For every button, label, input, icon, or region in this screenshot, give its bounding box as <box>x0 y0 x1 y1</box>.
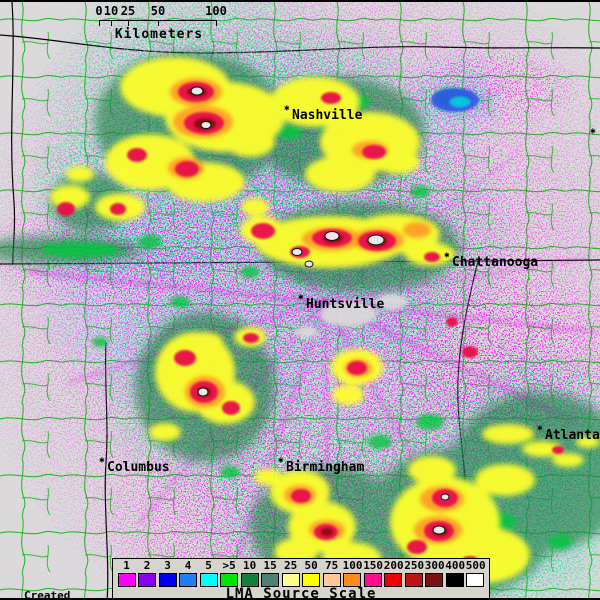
legend-item: 250 <box>404 559 425 587</box>
city-label: Chattanooga <box>452 255 539 270</box>
scale-unit-label: Kilometers <box>114 27 204 42</box>
legend-value: 10 <box>242 559 257 572</box>
legend-item: 100 <box>342 559 363 587</box>
legend-item: 75 <box>322 560 341 587</box>
legend-item: 200 <box>383 559 404 587</box>
legend-value: 4 <box>184 559 192 572</box>
legend-item: 25 <box>281 560 300 587</box>
legend-swatch <box>261 573 280 587</box>
legend-value: 25 <box>284 559 298 572</box>
legend-value: 50 <box>304 559 318 572</box>
legend-swatch <box>302 573 321 587</box>
legend-value: 200 <box>383 559 404 572</box>
legend-value: 75 <box>325 559 339 572</box>
scale-tick-label: 25 <box>120 4 136 18</box>
legend-value: 100 <box>342 559 363 572</box>
legend-swatch <box>117 573 136 587</box>
city-marker-icon: ✱ <box>284 103 290 114</box>
legend-swatch <box>466 573 485 587</box>
legend-item: 3 <box>158 560 177 587</box>
legend-swatch <box>322 573 341 587</box>
legend-item: 50 <box>302 560 321 587</box>
scale-tick-label: 10 <box>103 4 119 18</box>
legend-item: 2 <box>138 560 157 587</box>
legend-value: >5 <box>222 559 236 572</box>
legend-value: 5 <box>205 559 212 572</box>
legend-value: 250 <box>404 559 425 572</box>
legend-swatch <box>384 573 403 587</box>
scale-tick-label: 50 <box>150 4 166 18</box>
legend-item: 10 <box>240 560 259 587</box>
legend-value: 2 <box>143 559 151 572</box>
scale-tick-label: 0 <box>95 4 103 18</box>
created-label: Created <box>24 589 71 600</box>
city-label: Huntsville <box>306 297 385 312</box>
legend-value: 15 <box>263 559 277 572</box>
legend-item: 15 <box>261 560 280 587</box>
legend-swatch <box>138 573 157 587</box>
city-label: Columbus <box>107 460 170 475</box>
legend-swatch <box>425 573 444 587</box>
scale-tick <box>216 20 217 26</box>
legend-value: 150 <box>363 559 384 572</box>
legend-item: 5 <box>199 560 218 587</box>
city-label: Atlanta <box>545 428 600 443</box>
legend-swatch <box>240 573 259 587</box>
lma-source-scale-legend: 1 2 3 4 5 >5 10 15 25 50 75 100 150 200 250 300 400 500 L… <box>112 558 490 600</box>
legend-item: 500 <box>465 559 486 587</box>
legend-item: 4 <box>179 560 198 587</box>
scale-tick <box>111 20 112 26</box>
scale-tick <box>158 20 159 26</box>
legend-item: 400 <box>445 559 466 587</box>
scale-tick <box>128 20 129 26</box>
city-marker-icon: ✱ <box>298 292 304 303</box>
legend-value: 500 <box>465 559 486 572</box>
scale-tick-label: 100 <box>205 4 227 18</box>
created-timestamp: Created 12/14/2012 8:07:30 <box>24 563 150 600</box>
distance-scale-bar: 0 10 25 50 100 Kilometers <box>95 4 226 42</box>
legend-item: 1 <box>117 560 136 587</box>
scale-tick <box>99 20 100 26</box>
city-marker-icon: ✱ <box>537 423 543 434</box>
legend-swatch <box>404 573 423 587</box>
city-marker-icon: ✱ <box>278 455 284 466</box>
legend-title: LMA Source Scale <box>225 586 377 600</box>
legend-swatch <box>179 573 198 587</box>
legend-swatch <box>343 573 362 587</box>
legend-swatch <box>220 573 239 587</box>
legend-value: 300 <box>424 559 445 572</box>
legend-value: 1 <box>123 559 130 572</box>
legend-value: 3 <box>164 559 171 572</box>
legend-swatch <box>281 573 300 587</box>
city-marker-icon: ✱ <box>444 250 450 261</box>
city-label: Birmingham <box>286 460 365 475</box>
scale-bar-line <box>99 20 217 21</box>
legend-item: 150 <box>363 559 384 587</box>
legend-swatch <box>199 573 218 587</box>
legend-grid: 1 2 3 4 5 >5 10 15 25 50 75 100 150 200 250 300 400 500 <box>113 559 489 587</box>
legend-value: 400 <box>445 559 466 572</box>
legend-item: >5 <box>220 560 239 587</box>
city-marker-icon: ✱ <box>99 455 105 466</box>
city-label: Nashville <box>292 108 363 123</box>
legend-swatch <box>363 573 382 587</box>
legend-swatch <box>445 573 464 587</box>
legend-item: 300 <box>424 559 445 587</box>
city-marker-icon: ✱ <box>590 126 596 137</box>
legend-swatch <box>158 573 177 587</box>
